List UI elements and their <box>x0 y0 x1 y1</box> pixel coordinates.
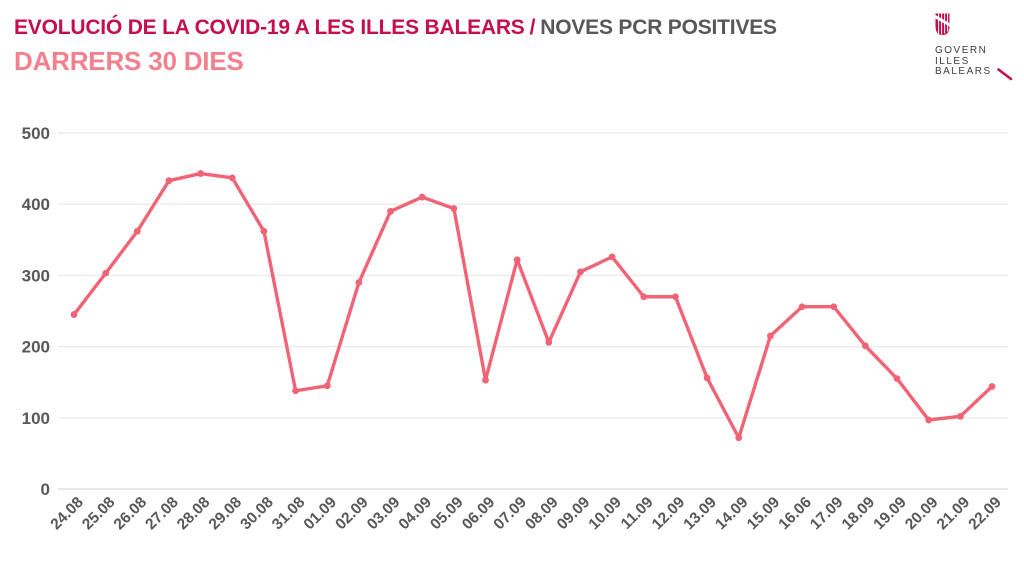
x-axis-label-12.09: 12.09 <box>649 494 689 534</box>
x-axis-label-28.08: 28.08 <box>174 494 214 534</box>
page-subtitle: DARRERS 30 DIES <box>14 46 244 76</box>
x-axis-label-06.09: 06.09 <box>459 494 499 534</box>
y-axis-label-200: 200 <box>22 338 50 357</box>
data-point-25.08 <box>102 269 110 277</box>
x-axis-label-29.08: 29.08 <box>206 494 246 534</box>
data-point-13.09 <box>703 374 711 382</box>
data-point-22.09 <box>988 383 996 390</box>
x-axis-label-09.09: 09.09 <box>554 494 594 534</box>
x-axis-label-07.09: 07.09 <box>491 494 531 534</box>
x-axis-label-08.09: 08.09 <box>522 494 562 534</box>
x-axis-label-19.09: 19.09 <box>870 494 910 534</box>
y-axis-label-100: 100 <box>22 409 50 428</box>
logo-line-govern: GOVERN <box>935 45 988 56</box>
data-point-07.09 <box>513 256 521 264</box>
data-point-31.08 <box>292 387 299 395</box>
x-axis-label-24.08: 24.08 <box>47 494 87 534</box>
x-axis-label-18.09: 18.09 <box>839 494 879 534</box>
x-axis-label-14.09: 14.09 <box>712 494 752 534</box>
data-point-28.08 <box>197 170 205 177</box>
data-point-30.08 <box>260 227 268 235</box>
data-point-18.09 <box>861 342 869 350</box>
data-point-08.09 <box>545 338 553 346</box>
data-point-10.09 <box>608 253 616 261</box>
x-axis-label-25.08: 25.08 <box>79 494 119 534</box>
pcr-positives-line <box>72 171 994 440</box>
data-point-09.09 <box>577 268 584 276</box>
data-point-17.09 <box>830 303 838 311</box>
data-point-01.09 <box>323 382 331 390</box>
x-axis-label-21.09: 21.09 <box>934 494 974 534</box>
title-separator: / <box>529 16 536 39</box>
logo-line-balears: BALEARS <box>935 66 992 77</box>
x-axis-label-05.09: 05.09 <box>427 494 467 534</box>
x-axis-label-02.09: 02.09 <box>332 494 372 534</box>
data-point-12.09 <box>672 293 679 301</box>
x-axis-label-17.09: 17.09 <box>807 494 847 534</box>
x-axis-label-20.09: 20.09 <box>902 494 942 534</box>
data-point-16.06 <box>798 303 806 311</box>
x-axis-label-15.09: 15.09 <box>744 494 784 534</box>
data-point-06.09 <box>482 376 489 384</box>
y-axis-label-300: 300 <box>22 266 50 285</box>
data-point-11.09 <box>640 293 648 301</box>
logo-text: GOVERN ILLES BALEARS <box>935 45 1020 81</box>
title-main: EVOLUCIÓ DE LA COVID-19 A LES ILLES BALE… <box>14 16 525 39</box>
y-axis-label-500: 500 <box>22 124 50 143</box>
x-axis-label-04.09: 04.09 <box>396 494 436 534</box>
data-point-19.09 <box>893 375 901 383</box>
x-axis-label-11.09: 11.09 <box>618 494 657 533</box>
data-point-21.09 <box>956 412 964 420</box>
x-axis-label-27.08: 27.08 <box>142 494 182 534</box>
title-secondary: NOVES PCR POSITIVES <box>540 16 777 39</box>
logo-slash-icon <box>997 68 1013 81</box>
x-axis-label-03.09: 03.09 <box>364 494 404 534</box>
data-point-04.09 <box>418 193 426 201</box>
data-point-14.09 <box>735 434 743 442</box>
y-axis-label-0: 0 <box>41 480 50 499</box>
data-point-24.08 <box>70 311 78 318</box>
x-axis-label-10.09: 10.09 <box>586 494 626 534</box>
x-axis-label-22.09: 22.09 <box>965 494 1005 534</box>
x-axis-label-13.09: 13.09 <box>680 494 720 534</box>
x-axis-label-26.08: 26.08 <box>111 494 151 534</box>
data-point-29.08 <box>228 174 236 182</box>
data-point-20.09 <box>925 416 933 424</box>
balearic-shield-icon <box>935 13 950 35</box>
data-point-27.08 <box>165 177 173 185</box>
logo-line-illes: ILLES <box>935 55 970 67</box>
x-axis-label-16.06: 16.06 <box>775 494 815 534</box>
data-point-03.09 <box>387 207 394 215</box>
data-point-26.08 <box>133 227 141 235</box>
govern-illes-balears-logo: GOVERN ILLES BALEARS <box>935 13 1020 81</box>
x-axis-label-30.08: 30.08 <box>237 494 277 534</box>
x-axis-label-01.09: 01.09 <box>301 494 341 534</box>
data-point-02.09 <box>355 279 363 286</box>
page-title: EVOLUCIÓ DE LA COVID-19 A LES ILLES BALE… <box>14 16 777 40</box>
y-axis-label-400: 400 <box>22 195 50 214</box>
x-axis-label-31.08: 31.08 <box>269 494 309 534</box>
data-point-05.09 <box>450 205 458 212</box>
data-point-15.09 <box>767 332 774 340</box>
